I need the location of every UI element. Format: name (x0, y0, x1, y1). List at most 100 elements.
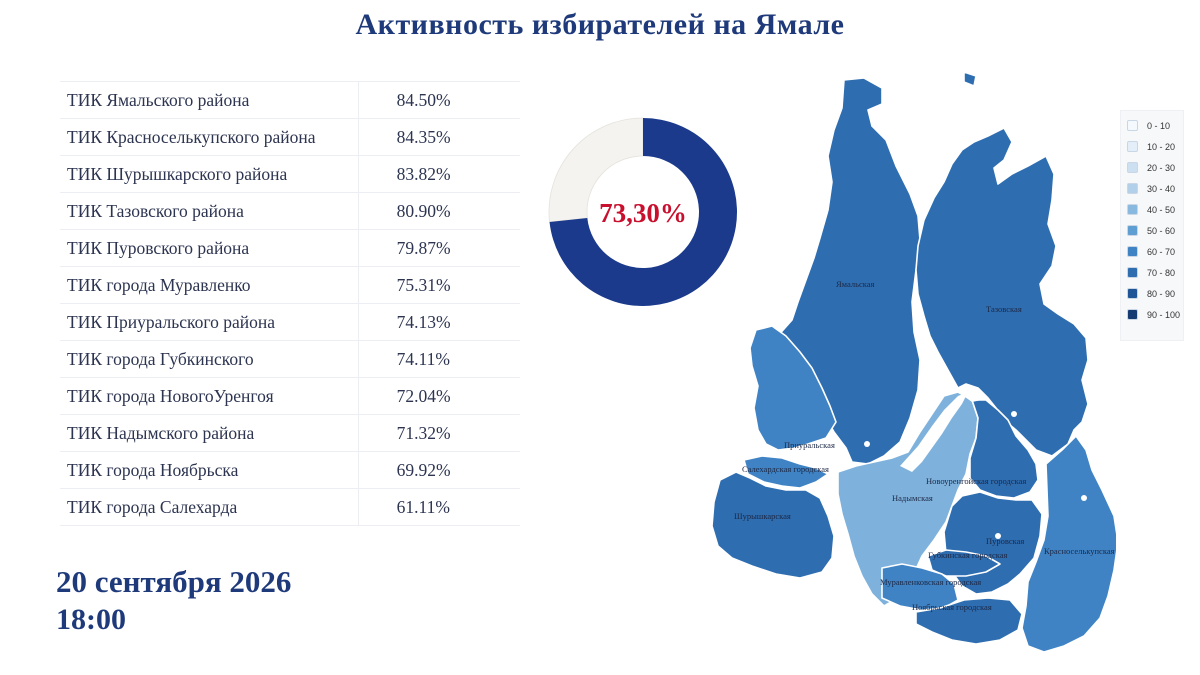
table-row: ТИК Пуровского района 79.87% (60, 230, 520, 267)
legend-swatch (1127, 225, 1138, 236)
map-region-muravlenko (881, 563, 959, 611)
map-legend: 0 - 10 10 - 20 20 - 30 30 - 40 40 - 50 50 - 6… (1120, 110, 1184, 341)
legend-label: 10 - 20 (1147, 141, 1176, 152)
legend-swatch (1127, 267, 1138, 278)
legend-label: 20 - 30 (1147, 162, 1176, 173)
map-region-label: Приуральская (784, 440, 835, 450)
legend-label: 30 - 40 (1147, 183, 1176, 194)
choropleth-map: Ямальская Тазовская Приуральская Салехардск… (711, 71, 1119, 653)
turnout-value: 79.87% (396, 237, 451, 258)
map-region-label: Салехардская городская (742, 464, 829, 474)
page-title: Активность избирателей на Ямале (355, 8, 845, 41)
map-region-novy-urengoy (969, 399, 1039, 499)
donut-empty-arc (548, 117, 644, 223)
table-row: ТИК города Салехарда 61.11% (60, 489, 520, 526)
map-region-label: Красноселькупская (1044, 546, 1115, 556)
map-region-label: Пуровская (986, 536, 1024, 546)
legend-swatch (1127, 120, 1138, 131)
donut-center-label: 73,30% (599, 198, 687, 228)
legend-item: 30 - 40 (1121, 178, 1183, 199)
settlement-dot (1081, 495, 1087, 501)
donut-filled-arc (549, 118, 737, 306)
settlement-dot (864, 441, 870, 447)
turnout-value: 80.90% (396, 200, 451, 221)
map-region-label: Губкинская городская (928, 550, 1008, 560)
table-row: ТИК Ямальского района 84.50% (60, 82, 520, 119)
legend-item: 50 - 60 (1121, 220, 1183, 241)
legend-label: 80 - 90 (1147, 288, 1176, 299)
table-row: ТИК города НовогоУренгоя 72.04% (60, 378, 520, 415)
map-region-label: Муравленковская городская (880, 577, 981, 587)
map-region-nadym (837, 391, 979, 607)
table-row: ТИК города Ноябрьска 69.92% (60, 452, 520, 489)
legend-item: 10 - 20 (1121, 136, 1183, 157)
legend-item: 20 - 30 (1121, 157, 1183, 178)
map-region-label: Тазовская (986, 304, 1022, 314)
settlement-dot (1011, 411, 1017, 417)
commission-name: ТИК Тазовского района (60, 193, 359, 229)
turnout-value: 61.11% (396, 496, 450, 517)
legend-swatch (1127, 309, 1138, 320)
turnout-value: 84.35% (396, 126, 451, 147)
map-region-label: Шурышкарская (734, 511, 791, 521)
report-date: 20 сентября 2026 (56, 564, 292, 599)
map-region-priural (749, 325, 837, 451)
legend-label: 70 - 80 (1147, 267, 1176, 278)
legend-label: 60 - 70 (1147, 246, 1176, 257)
turnout-value: 69.92% (396, 459, 451, 480)
map-region-label: Надымская (892, 493, 933, 503)
legend-item: 60 - 70 (1121, 241, 1183, 262)
commission-name: ТИК Красноселькупского района (60, 119, 359, 155)
turnout-value: 74.13% (396, 311, 451, 332)
commission-name: ТИК города Салехарда (60, 489, 359, 525)
turnout-value: 72.04% (396, 385, 451, 406)
legend-label: 0 - 10 (1147, 120, 1171, 131)
map-region-krasnoselkup (1021, 435, 1119, 653)
commission-name: ТИК Пуровского района (60, 230, 359, 266)
legend-swatch (1127, 141, 1138, 152)
table-row: ТИК Красноселькупского района 84.35% (60, 119, 520, 156)
donut-chart: 73,30% (548, 117, 737, 306)
table-row: ТИК Тазовского района 80.90% (60, 193, 520, 230)
legend-item: 40 - 50 (1121, 199, 1183, 220)
turnout-value: 75.31% (396, 274, 451, 295)
commission-name: ТИК города Губкинского (60, 341, 359, 377)
report-time: 18:00 (56, 603, 126, 636)
legend-label: 90 - 100 (1147, 309, 1181, 320)
map-region-label: Ямальская (836, 279, 875, 289)
legend-swatch (1127, 183, 1138, 194)
legend-item: 70 - 80 (1121, 262, 1183, 283)
legend-label: 40 - 50 (1147, 204, 1176, 215)
table-row: ТИК Шурышкарского района 83.82% (60, 156, 520, 193)
legend-swatch (1127, 288, 1138, 299)
commission-name: ТИК Приуральского района (60, 304, 359, 340)
settlement-dot (995, 533, 1001, 539)
turnout-value: 83.82% (396, 163, 451, 184)
legend-item: 0 - 10 (1121, 115, 1183, 136)
legend-item: 90 - 100 (1121, 304, 1183, 325)
commission-name: ТИК Надымского района (60, 415, 359, 451)
turnout-value: 71.32% (396, 422, 451, 443)
legend-swatch (1127, 204, 1138, 215)
commission-name: ТИК города Муравленко (60, 267, 359, 303)
commission-name: ТИК города НовогоУренгоя (60, 378, 359, 414)
turnout-value: 74.11% (396, 348, 450, 369)
water-body (900, 392, 968, 472)
map-region-label: Новоуренгойская городская (926, 476, 1026, 486)
turnout-table: ТИК Ямальского района 84.50% ТИК Красносел… (60, 81, 520, 526)
commission-name: ТИК города Ноябрьска (60, 452, 359, 488)
legend-label: 50 - 60 (1147, 225, 1176, 236)
water-body (958, 384, 982, 402)
table-row: ТИК города Муравленко 75.31% (60, 267, 520, 304)
table-row: ТИК Приуральского района 74.13% (60, 304, 520, 341)
commission-name: ТИК Ямальского района (60, 82, 359, 118)
turnout-value: 84.50% (396, 89, 451, 110)
legend-item: 80 - 90 (1121, 283, 1183, 304)
map-region-shuryshkar (711, 471, 835, 579)
commission-name: ТИК Шурышкарского района (60, 156, 359, 192)
map-region-label: Ноябрьская городская (912, 602, 992, 612)
table-row: ТИК Надымского района 71.32% (60, 415, 520, 452)
total-turnout-donut: 73,30% (546, 115, 740, 309)
region-map: Ямальская Тазовская Приуральская Салехардск… (696, 70, 1119, 655)
legend-swatch (1127, 246, 1138, 257)
